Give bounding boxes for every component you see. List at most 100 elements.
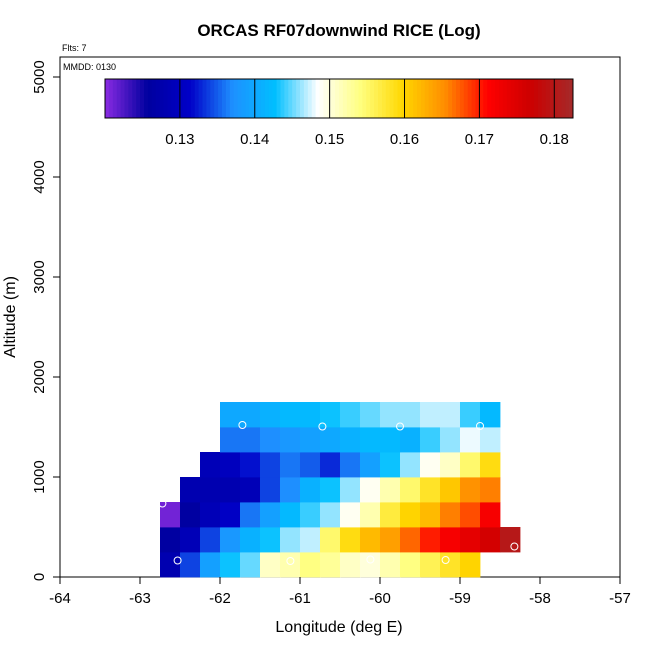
colorbar-tick-label: 0.14	[240, 131, 269, 148]
heatmap-cell	[240, 477, 261, 503]
heatmap-cell	[360, 402, 381, 428]
heatmap-cell	[420, 452, 441, 478]
colorbar-strip	[140, 79, 145, 118]
heatmap-cell	[440, 402, 461, 428]
x-tick-label: -59	[449, 590, 471, 607]
colorbar-strip	[405, 79, 410, 118]
colorbar-strip	[545, 79, 551, 118]
colorbar-strip	[471, 79, 476, 118]
colorbar-strip	[483, 79, 488, 118]
heatmap-cell	[380, 427, 401, 453]
colorbar-strip	[350, 79, 356, 118]
heatmap-cell	[440, 477, 461, 503]
heatmap-cell	[260, 402, 281, 428]
y-tick-label: 4000	[31, 160, 48, 193]
heatmap-cell	[160, 502, 181, 528]
colorbar-strip	[245, 79, 250, 118]
heatmap-cell	[380, 502, 401, 528]
colorbar-strip	[280, 79, 285, 118]
colorbar-frame	[104, 78, 574, 119]
heatmap-cell	[200, 502, 221, 528]
colorbar-strip	[569, 79, 574, 118]
y-tick-label: 1000	[31, 460, 48, 493]
heatmap-cell	[440, 452, 461, 478]
x-tick-label: -62	[209, 590, 231, 607]
heatmap-cell	[220, 502, 241, 528]
heatmap-cell	[360, 502, 381, 528]
colorbar-strip	[413, 79, 418, 118]
x-axis-label: Longitude (deg E)	[275, 619, 402, 636]
heatmap-cell	[220, 477, 241, 503]
colorbar-strip	[319, 79, 324, 118]
y-tick-label: 3000	[31, 260, 48, 293]
heatmap-cell	[400, 502, 421, 528]
colorbar-strip	[440, 79, 445, 118]
heatmap-cell	[500, 527, 521, 553]
colorbar-strip	[389, 79, 395, 118]
colorbar-strip	[144, 79, 149, 118]
heatmap-cell	[200, 477, 221, 503]
colorbar-strip	[288, 79, 293, 118]
heatmap-cell	[160, 527, 181, 553]
colorbar-strip	[276, 79, 281, 118]
colorbar-tick-label: 0.16	[390, 131, 419, 148]
colorbar: 0.13 0.14 0.15 0.16 0.17 0.18	[104, 78, 574, 148]
colorbar-strip	[257, 79, 262, 118]
colorbar-strip	[444, 79, 449, 118]
flight-marker	[173, 556, 182, 565]
colorbar-strip	[526, 79, 531, 118]
heatmap-cell	[360, 527, 381, 553]
flight-marker	[396, 422, 404, 431]
colorbar-strip	[530, 79, 535, 118]
heatmap-cell	[280, 452, 301, 478]
colorbar-strip	[424, 79, 430, 118]
heatmap-cell	[220, 402, 241, 428]
flight-marker	[158, 499, 167, 508]
y-tick-label: 0	[31, 573, 48, 581]
flight-marker	[238, 421, 247, 429]
heatmap-cell	[320, 477, 341, 503]
x-tick-label: -63	[129, 590, 151, 607]
colorbar-strip	[272, 79, 278, 118]
heatmap-cells	[160, 402, 521, 578]
heatmap-cell	[300, 527, 321, 553]
colorbar-strip	[557, 79, 562, 118]
heatmap-cell	[460, 552, 481, 578]
colorbar-strip	[448, 79, 453, 118]
heatmap-cell	[420, 477, 441, 503]
x-tick-label: -60	[369, 590, 391, 607]
colorbar-strip	[300, 79, 305, 118]
colorbar-strip	[116, 79, 122, 118]
colorbar-strip	[487, 79, 492, 118]
colorbar-strip	[171, 79, 176, 118]
flight-marker	[441, 556, 450, 564]
heatmap-cell	[320, 527, 341, 553]
colorbar-strip	[346, 79, 352, 118]
colorbar-strip	[120, 79, 125, 118]
colorbar-strip	[331, 79, 336, 118]
heatmap-cell	[440, 427, 461, 453]
colorbar-strip	[264, 79, 270, 118]
heatmap-cell	[320, 552, 341, 578]
colorbar-strip	[108, 79, 114, 118]
colorbar-strip	[225, 79, 231, 118]
heatmap-cell	[400, 552, 421, 578]
heatmap-cell	[420, 527, 441, 553]
colorbar-strip	[342, 79, 348, 118]
colorbar-strip	[167, 79, 172, 118]
heatmap-cell	[420, 427, 441, 453]
x-axis: -64 -63 -62 -61 -60 -59 -58 -57	[49, 577, 631, 607]
heatmap-cell	[240, 427, 261, 453]
heatmap-cell	[480, 452, 501, 478]
colorbar-strip	[459, 79, 465, 118]
heatmap-cell	[240, 402, 261, 428]
heatmap-cell	[400, 477, 421, 503]
colorbar-strip	[163, 79, 168, 118]
colorbar-strip	[549, 79, 554, 118]
colorbar-strip	[420, 79, 426, 118]
heatmap-cell	[300, 452, 321, 478]
heatmap-cell	[400, 527, 421, 553]
heatmap-cell	[380, 477, 401, 503]
heatmap-cell	[420, 502, 441, 528]
heatmap-cell	[460, 452, 481, 478]
